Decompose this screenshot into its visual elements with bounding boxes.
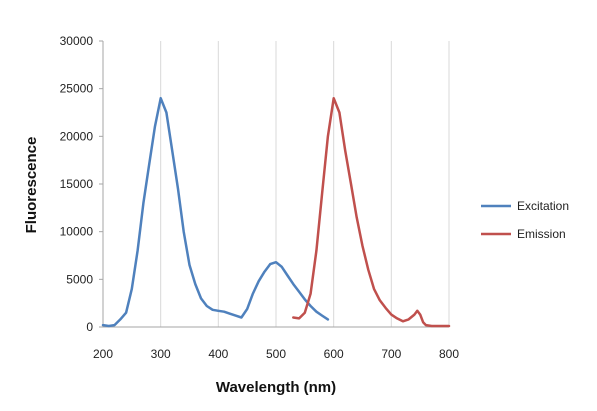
x-tick-label: 200: [93, 347, 113, 361]
legend-label-emission: Emission: [517, 227, 566, 241]
x-tick-label: 700: [381, 347, 401, 361]
x-tick-label: 300: [151, 347, 171, 361]
y-tick-label: 0: [86, 320, 93, 334]
y-tick-label: 30000: [60, 34, 94, 48]
y-tick-label: 20000: [60, 129, 94, 143]
y-tick-labels: 0 5000 10000 15000 20000 25000 30000: [60, 34, 94, 334]
y-tick-label: 10000: [60, 225, 94, 239]
y-tick-label: 15000: [60, 177, 94, 191]
x-tick-label: 400: [208, 347, 228, 361]
series-lines: [101, 96, 451, 328]
axes: [99, 40, 449, 328]
series-line-excitation: [101, 96, 330, 328]
x-tick-labels: 200 300 400 500 600 700 800: [93, 347, 459, 361]
y-tick-label: 25000: [60, 82, 94, 96]
legend: Excitation Emission: [481, 199, 569, 241]
x-tick-label: 600: [324, 347, 344, 361]
x-tick-label: 800: [439, 347, 459, 361]
x-axis-title: Wavelength (nm): [216, 379, 336, 396]
y-tick-label: 5000: [66, 272, 93, 286]
gridlines: [160, 41, 450, 327]
x-tick-label: 500: [266, 347, 286, 361]
y-axis-title: Fluorescence: [23, 137, 40, 234]
legend-label-excitation: Excitation: [517, 199, 569, 213]
series-line-emission: [292, 96, 451, 328]
